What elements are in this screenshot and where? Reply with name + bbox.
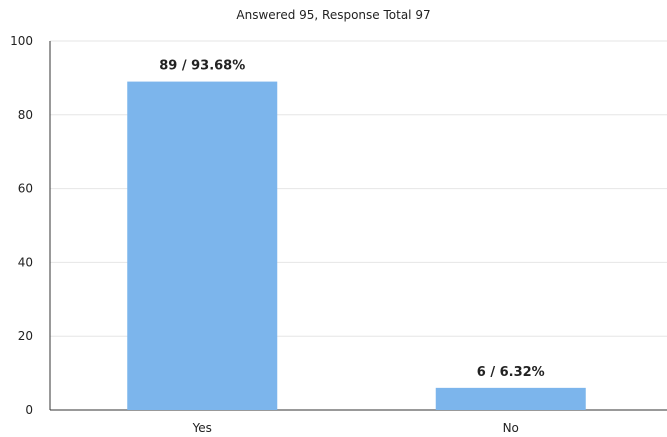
- data-label: 6 / 6.32%: [477, 365, 545, 380]
- y-tick-label: 100: [10, 34, 33, 48]
- y-tick-label: 60: [18, 182, 33, 196]
- bar-no[interactable]: [435, 387, 586, 410]
- y-tick-label: 0: [25, 403, 33, 417]
- y-tick-label: 20: [18, 329, 33, 343]
- bar-yes[interactable]: [127, 81, 278, 410]
- chart-title: Answered 95, Response Total 97: [236, 8, 431, 22]
- x-tick-label: Yes: [192, 421, 212, 435]
- y-tick-label: 40: [18, 255, 33, 269]
- x-tick-label: No: [503, 421, 519, 435]
- data-label: 89 / 93.68%: [159, 59, 245, 74]
- y-tick-label: 80: [18, 108, 33, 122]
